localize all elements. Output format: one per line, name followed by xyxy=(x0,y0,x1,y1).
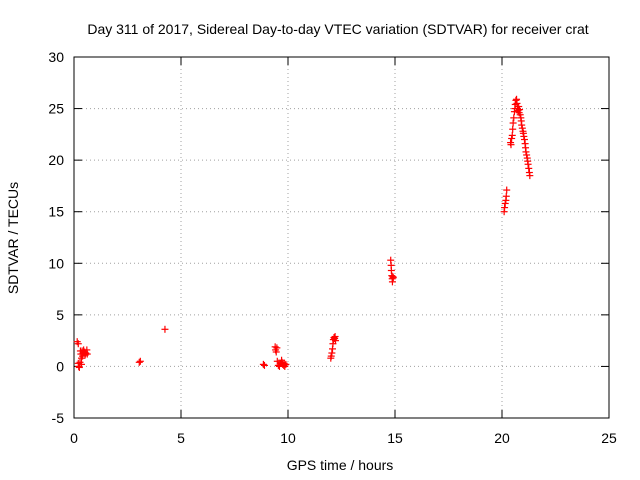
data-point xyxy=(520,136,528,144)
x-axis-label: GPS time / hours xyxy=(287,457,394,473)
data-point xyxy=(327,352,335,360)
data-point xyxy=(515,103,523,111)
data-point xyxy=(509,125,517,133)
data-point xyxy=(525,164,533,172)
data-point xyxy=(503,186,511,194)
grid xyxy=(74,57,609,418)
data-point xyxy=(501,199,509,207)
data-point xyxy=(83,350,91,358)
axis-ticks: 0 5 10 15 20 25 -5 0 5 10 15 20 25 30 xyxy=(48,49,617,446)
data-point xyxy=(136,357,144,365)
chart-title: Day 311 of 2017, Sidereal Day-to-day VTE… xyxy=(87,21,588,37)
data-point xyxy=(524,160,532,168)
data-point xyxy=(501,204,509,212)
data-point xyxy=(260,361,268,369)
y-tick-label: 30 xyxy=(48,49,64,65)
x-tick-label: 20 xyxy=(494,430,510,446)
data-point xyxy=(508,134,516,142)
data-point xyxy=(77,360,85,368)
data-point xyxy=(328,349,336,357)
x-tick-label: 0 xyxy=(70,430,78,446)
data-point xyxy=(509,119,517,127)
y-tick-label: 5 xyxy=(56,307,64,323)
data-point xyxy=(522,148,530,156)
data-point xyxy=(389,274,397,282)
data-point xyxy=(507,141,515,149)
data-point xyxy=(523,151,531,159)
x-tick-label: 10 xyxy=(280,430,296,446)
y-tick-label: -5 xyxy=(52,410,65,426)
data-point xyxy=(526,172,534,180)
y-tick-label: 20 xyxy=(48,152,64,168)
data-points xyxy=(73,95,534,371)
data-point xyxy=(272,348,280,356)
x-tick-label: 5 xyxy=(177,430,185,446)
data-point xyxy=(74,340,82,348)
data-point xyxy=(508,131,516,139)
data-point xyxy=(259,360,267,368)
data-point xyxy=(332,337,340,345)
data-point xyxy=(516,111,524,119)
data-point xyxy=(135,358,143,366)
y-tick-label: 15 xyxy=(48,204,64,220)
data-point xyxy=(512,96,520,104)
data-point xyxy=(282,360,290,368)
data-point xyxy=(280,359,288,367)
data-point xyxy=(161,325,169,333)
data-point xyxy=(273,344,281,352)
data-point xyxy=(82,349,90,357)
data-point xyxy=(516,106,524,114)
y-tick-label: 10 xyxy=(48,255,64,271)
data-point xyxy=(330,334,338,342)
y-tick-label: 0 xyxy=(56,358,64,374)
data-point xyxy=(520,132,528,140)
x-tick-label: 25 xyxy=(601,430,617,446)
x-tick-label: 15 xyxy=(387,430,403,446)
y-axis-label: SDTVAR / TECUs xyxy=(5,182,21,294)
data-point xyxy=(510,114,518,122)
data-point xyxy=(502,192,510,200)
plot-frame xyxy=(73,56,610,419)
data-point xyxy=(518,121,526,129)
data-point xyxy=(518,124,526,132)
y-tick-label: 25 xyxy=(48,101,64,117)
